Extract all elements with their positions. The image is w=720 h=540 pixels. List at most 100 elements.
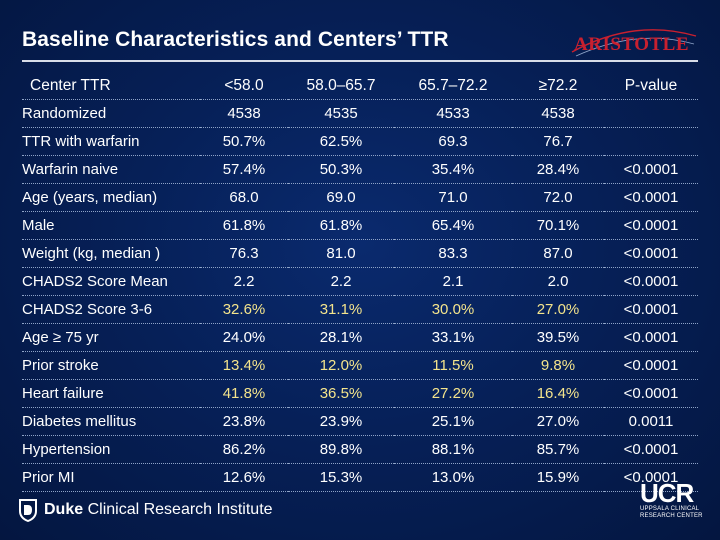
table-row: Prior MI 12.6% 15.3% 13.0% 15.9% <0.0001	[22, 463, 698, 492]
value-cell: 36.5%	[288, 379, 394, 408]
table-row: Hypertension 86.2% 89.8% 88.1% 85.7% <0.0001	[22, 435, 698, 464]
table-row: Male 61.8% 61.8% 65.4% 70.1% <0.0001	[22, 211, 698, 240]
row-label: Male	[22, 211, 200, 240]
row-label: Age ≥ 75 yr	[22, 323, 200, 352]
table-row: CHADS2 Score 3-6 32.6% 31.1% 30.0% 27.0% <0.0…	[22, 295, 698, 324]
duke-logo: Duke Clinical Research Institute	[18, 497, 273, 523]
value-cell: 69.0	[288, 183, 394, 212]
value-cell: 61.8%	[200, 211, 288, 240]
header-cell: <58.0	[200, 72, 288, 100]
table-row: Age ≥ 75 yr 24.0% 28.1% 33.1% 39.5% <0.0001	[22, 323, 698, 352]
row-label: Heart failure	[22, 379, 200, 408]
ucr-logo: UCR UPPSALA CLINICAL RESEARCH CENTER	[640, 480, 706, 520]
table-row: TTR with warfarin 50.7% 62.5% 69.3 76.7	[22, 127, 698, 156]
value-cell: 12.0%	[288, 351, 394, 380]
row-label: TTR with warfarin	[22, 127, 200, 156]
p-value-cell	[604, 99, 698, 128]
value-cell: 62.5%	[288, 127, 394, 156]
value-cell: 13.4%	[200, 351, 288, 380]
p-value-cell: <0.0001	[604, 295, 698, 324]
logo-arc-icon	[571, 29, 697, 57]
value-cell: 16.4%	[512, 379, 604, 408]
value-cell: 25.1%	[394, 407, 512, 436]
p-value-cell: <0.0001	[604, 351, 698, 380]
value-cell: 2.2	[288, 267, 394, 296]
p-value-cell: <0.0001	[604, 183, 698, 212]
p-value-cell: <0.0001	[604, 267, 698, 296]
baseline-table: Center TTR <58.0 58.0–65.7 65.7–72.2 ≥72…	[22, 72, 698, 492]
value-cell: 12.6%	[200, 463, 288, 492]
value-cell: 50.7%	[200, 127, 288, 156]
table-row: CHADS2 Score Mean 2.2 2.2 2.1 2.0 <0.0001	[22, 267, 698, 296]
row-label: Age (years, median)	[22, 183, 200, 212]
value-cell: 13.0%	[394, 463, 512, 492]
value-cell: 28.4%	[512, 155, 604, 184]
value-cell: 71.0	[394, 183, 512, 212]
value-cell: 23.9%	[288, 407, 394, 436]
table-row: Age (years, median) 68.0 69.0 71.0 72.0 <0.00…	[22, 183, 698, 212]
p-value-cell: <0.0001	[604, 463, 698, 492]
value-cell: 89.8%	[288, 435, 394, 464]
table-row: Randomized 4538 4535 4533 4538	[22, 99, 698, 128]
value-cell: 81.0	[288, 239, 394, 268]
row-label: CHADS2 Score 3-6	[22, 295, 200, 324]
header-cell: Center TTR	[22, 72, 200, 100]
table-row: Weight (kg, median ) 76.3 81.0 83.3 87.0 <0.0…	[22, 239, 698, 268]
value-cell: 86.2%	[200, 435, 288, 464]
row-label: Randomized	[22, 99, 200, 128]
duke-wordmark: Duke Clinical Research Institute	[44, 501, 273, 518]
ucr-subtitle-line1: UPPSALA CLINICAL	[640, 506, 700, 512]
title-divider	[22, 60, 698, 62]
row-label: Prior MI	[22, 463, 200, 492]
table-row: Diabetes mellitus 23.8% 23.9% 25.1% 27.0% 0.0…	[22, 407, 698, 436]
row-label: CHADS2 Score Mean	[22, 267, 200, 296]
value-cell: 70.1%	[512, 211, 604, 240]
value-cell: 33.1%	[394, 323, 512, 352]
table-row: Warfarin naive 57.4% 50.3% 35.4% 28.4% <0.000…	[22, 155, 698, 184]
duke-shield-icon	[19, 499, 37, 522]
value-cell: 72.0	[512, 183, 604, 212]
row-label: Warfarin naive	[22, 155, 200, 184]
value-cell: 76.3	[200, 239, 288, 268]
p-value-cell: <0.0001	[604, 435, 698, 464]
header-cell: 58.0–65.7	[288, 72, 394, 100]
value-cell: 4535	[288, 99, 394, 128]
p-value-cell: <0.0001	[604, 323, 698, 352]
p-value-cell: <0.0001	[604, 155, 698, 184]
slide-title: Baseline Characteristics and Centers’ TT…	[22, 28, 449, 51]
value-cell: 11.5%	[394, 351, 512, 380]
p-value-cell: <0.0001	[604, 211, 698, 240]
value-cell: 57.4%	[200, 155, 288, 184]
table-row: Heart failure 41.8% 36.5% 27.2% 16.4% <0.0001	[22, 379, 698, 408]
value-cell: 4538	[512, 99, 604, 128]
value-cell: 41.8%	[200, 379, 288, 408]
value-cell: 35.4%	[394, 155, 512, 184]
row-label: Hypertension	[22, 435, 200, 464]
value-cell: 15.9%	[512, 463, 604, 492]
row-label: Prior stroke	[22, 351, 200, 380]
value-cell: 4533	[394, 99, 512, 128]
value-cell: 23.8%	[200, 407, 288, 436]
ucr-subtitle-line2: RESEARCH CENTER	[640, 513, 703, 519]
value-cell: 69.3	[394, 127, 512, 156]
p-value-cell: 0.0011	[604, 407, 698, 436]
value-cell: 65.4%	[394, 211, 512, 240]
header-cell: 65.7–72.2	[394, 72, 512, 100]
value-cell: 31.1%	[288, 295, 394, 324]
header-cell: ≥72.2	[512, 72, 604, 100]
value-cell: 88.1%	[394, 435, 512, 464]
row-label: Diabetes mellitus	[22, 407, 200, 436]
value-cell: 30.0%	[394, 295, 512, 324]
value-cell: 85.7%	[512, 435, 604, 464]
value-cell: 50.3%	[288, 155, 394, 184]
p-value-cell: <0.0001	[604, 239, 698, 268]
value-cell: 83.3	[394, 239, 512, 268]
value-cell: 27.0%	[512, 407, 604, 436]
ucr-wordmark: UCR	[640, 478, 694, 508]
table-row: Prior stroke 13.4% 12.0% 11.5% 9.8% <0.0001	[22, 351, 698, 380]
value-cell: 32.6%	[200, 295, 288, 324]
value-cell: 2.1	[394, 267, 512, 296]
header-cell: P-value	[604, 72, 698, 100]
value-cell: 15.3%	[288, 463, 394, 492]
value-cell: 61.8%	[288, 211, 394, 240]
